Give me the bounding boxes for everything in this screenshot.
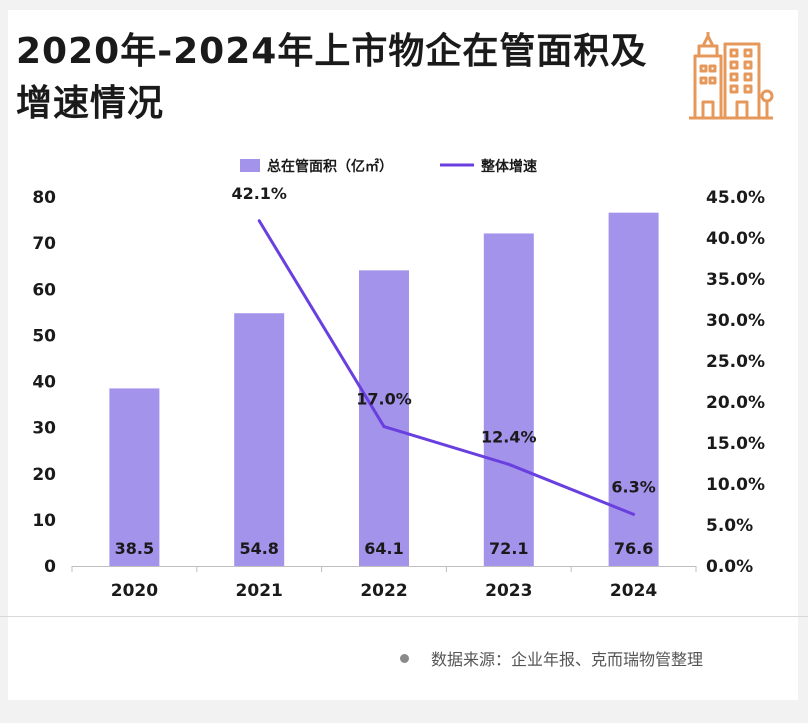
bar-value-label: 64.1 xyxy=(364,539,403,558)
y-left-tick-label: 10 xyxy=(32,511,56,531)
x-tick-label: 2021 xyxy=(236,581,283,601)
bar-2020 xyxy=(109,388,160,566)
bar-2022 xyxy=(359,270,409,566)
y-right-tick-label: 0.0% xyxy=(706,557,753,577)
y-left-tick-label: 50 xyxy=(32,326,56,346)
y-right-tick-label: 10.0% xyxy=(706,475,765,495)
y-left-tick-label: 40 xyxy=(32,373,56,393)
y-left-tick-label: 20 xyxy=(32,465,56,485)
building-icon xyxy=(685,30,777,126)
source-note: 数据来源：企业年报、克而瑞物管整理 xyxy=(400,646,703,670)
y-left-tick-label: 60 xyxy=(32,280,56,300)
y-right-tick-label: 40.0% xyxy=(706,229,765,249)
bar-value-label: 38.5 xyxy=(115,539,154,558)
chart-title: 2020年-2024年上市物企在管面积及增速情况 xyxy=(16,31,648,124)
y-right-tick-label: 25.0% xyxy=(706,352,765,372)
x-tick-label: 2024 xyxy=(610,581,657,601)
bullet-dot xyxy=(400,653,409,663)
y-right-tick-label: 20.0% xyxy=(706,393,765,413)
y-right-tick-label: 35.0% xyxy=(706,270,765,290)
y-right-tick-label: 5.0% xyxy=(706,516,753,536)
growth-point xyxy=(632,512,636,516)
legend-line-label: 整体增速 xyxy=(480,158,537,175)
source-text: 数据来源：企业年报、克而瑞物管整理 xyxy=(431,650,704,669)
growth-value-label: 6.3% xyxy=(611,477,655,496)
growth-line-layer: 42.1% 17.0% 12.4% 6.3% xyxy=(231,184,656,516)
x-axis: 2020 2021 2022 2023 2024 xyxy=(71,566,697,601)
y-right-tick-label: 30.0% xyxy=(706,311,765,331)
legend-bar-swatch xyxy=(240,159,260,172)
y-left-tick-label: 30 xyxy=(32,419,56,439)
x-tick-label: 2022 xyxy=(360,581,407,601)
legend: 总在管面积（亿㎡） 整体增速 xyxy=(240,158,537,175)
bar-value-label: 54.8 xyxy=(239,539,278,558)
bar-value-label: 76.6 xyxy=(614,539,653,558)
growth-line xyxy=(257,220,635,516)
footer-divider xyxy=(0,616,808,617)
legend-bar-label: 总在管面积（亿㎡） xyxy=(267,158,393,175)
bars-layer: 38.5 54.8 64.1 72.1 76.6 xyxy=(109,212,659,566)
bar-2023 xyxy=(483,233,534,566)
growth-value-label: 17.0% xyxy=(356,390,412,409)
growth-value-label: 12.4% xyxy=(481,427,537,446)
growth-point xyxy=(382,425,386,429)
y-left-tick-label: 70 xyxy=(32,234,56,254)
y-left-tick-label: 0 xyxy=(44,557,56,577)
y-left-tick-label: 80 xyxy=(32,188,56,208)
y-right-tick-label: 15.0% xyxy=(706,434,765,454)
growth-point xyxy=(507,462,511,466)
x-tick-label: 2023 xyxy=(485,581,532,601)
growth-value-label: 42.1% xyxy=(231,184,287,203)
growth-point xyxy=(257,219,261,223)
bar-value-label: 72.1 xyxy=(489,539,528,558)
y-right-tick-label: 45.0% xyxy=(706,188,765,208)
bar-2021 xyxy=(234,313,285,566)
tick-labels: 0 10 20 30 40 50 60 70 80 0.0% 5.0% 10.0% 15.0% 20.0%… xyxy=(32,188,765,577)
x-tick-label: 2020 xyxy=(111,581,158,601)
